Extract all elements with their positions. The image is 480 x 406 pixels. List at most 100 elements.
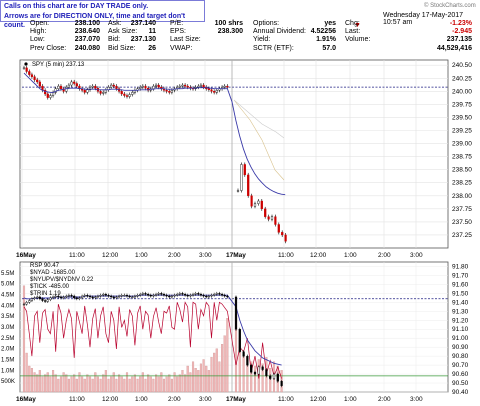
spy-day1-candle — [131, 92, 134, 95]
rsp-candle — [265, 369, 268, 377]
rsp-candle — [88, 295, 92, 298]
rsp-candle — [170, 295, 173, 298]
rsp-y-tick: 91.60 — [452, 281, 469, 288]
price-y-ticks: 237.25 237.50 237.75 238.00 238.25 238.50 238.… — [452, 62, 472, 239]
rsp-candle — [102, 294, 105, 296]
rsp-volume-tick: 500K — [1, 379, 15, 385]
price-y-tick: 239.75 — [452, 101, 472, 108]
rsp-candle — [149, 294, 152, 297]
price-y-tick: 240.50 — [452, 62, 472, 69]
spy-day1-candle — [36, 79, 39, 83]
spy-day2-candle — [250, 195, 253, 207]
rsp-candle — [154, 294, 158, 296]
rsp-volume-bar — [78, 372, 81, 393]
spy-day1-candle — [168, 91, 171, 93]
spy-day1-candle — [44, 90, 47, 95]
note-line-1: Calls on this chart are for DAY TRADE on… — [4, 3, 149, 10]
rsp-volume-tick: 5.0M — [1, 282, 14, 288]
spy-day2-candle — [270, 216, 274, 220]
rsp-y-ticks: 91.80 91.70 91.60 91.50 91.40 91.30 91.20 91.10… — [452, 263, 469, 396]
rsp-candle — [210, 294, 213, 297]
rsp-volume-bar — [226, 318, 229, 393]
rsp-candle — [73, 295, 76, 299]
rsp-volume-bar — [176, 376, 179, 393]
rsp-candle — [160, 293, 163, 295]
header-labels-3: P/E: EPS: Last Size: VWAP: — [170, 20, 201, 52]
price-y-tick: 240.00 — [452, 88, 472, 95]
rsp-candle — [57, 295, 60, 298]
rsp-candle — [28, 300, 31, 303]
rsp-volume-bar — [269, 368, 272, 393]
rsp-volume-tick: 1.5M — [1, 358, 14, 364]
rsp-volume-bar — [62, 372, 65, 393]
price-x-tick: 12:00 — [102, 252, 119, 259]
spy-day1-candle — [144, 85, 147, 89]
spy-day2-candle — [253, 203, 257, 207]
rsp-candle — [272, 373, 276, 379]
rsp-x-tick: 12:00 — [310, 396, 327, 403]
spy-day1-candle — [125, 95, 129, 97]
rsp-candle — [139, 294, 142, 296]
rsp-candle — [133, 295, 137, 298]
rsp-y-tick: 90.60 — [452, 371, 469, 378]
header-values-1: 238.100 238.640 237.070 240.080 — [74, 20, 100, 52]
spy-day1-candle — [83, 90, 86, 93]
spy-day1-candle — [75, 83, 78, 87]
spy-day1-candle — [186, 85, 189, 88]
rsp-volume-bar — [213, 352, 216, 393]
rsp-y-tick: 91.50 — [452, 290, 469, 297]
rsp-volume-bar — [102, 374, 105, 393]
spy-legend-marker — [24, 62, 28, 66]
rsp-volume-bar — [120, 376, 123, 393]
rsp-candle — [44, 300, 47, 302]
rsp-x-tick: 17May — [226, 396, 246, 403]
rsp-volume-bar — [86, 374, 89, 393]
rsp-candle — [189, 294, 192, 297]
rsp-candle — [86, 294, 89, 297]
rsp-volume-bar — [181, 370, 184, 393]
rsp-candle — [184, 294, 187, 296]
spy-day1-candle — [184, 84, 187, 87]
spy-day1-candle — [152, 85, 155, 89]
spy-day2-candle — [243, 164, 246, 176]
price-y-tick: 240.25 — [452, 75, 472, 82]
rsp-candle — [30, 298, 34, 301]
rsp-candle — [220, 294, 224, 296]
rsp-candle — [199, 294, 203, 296]
rsp-volume-bar — [184, 374, 187, 393]
spy-day1-candle — [57, 85, 60, 89]
spy-day2-candle — [267, 216, 270, 220]
rsp-candle — [191, 294, 195, 296]
spy-day1-candle — [157, 84, 160, 88]
rsp-volume-bar — [128, 378, 131, 393]
rsp-candle — [128, 295, 131, 298]
rsp-candle — [242, 351, 245, 357]
rsp-volume-bar — [186, 365, 189, 393]
rsp-volume-bar — [191, 361, 195, 393]
spy-day2-candle — [284, 234, 287, 242]
spy-day1-candle — [110, 84, 113, 88]
rsp-candle — [62, 296, 65, 299]
rsp-volume-tick: 4.0M — [1, 303, 14, 309]
rsp-y-tick: 91.70 — [452, 272, 469, 279]
rsp-volume-bar — [223, 335, 226, 393]
rsp-volume-bar — [123, 378, 126, 393]
price-y-tick: 238.00 — [452, 193, 472, 200]
rsp-candle — [70, 294, 73, 297]
price-x-tick: 1:00 — [344, 252, 357, 259]
spy-moving-average — [23, 72, 286, 196]
spy-day1-candle — [199, 84, 203, 87]
rsp-candle — [112, 296, 115, 299]
rsp-x-tick: 3:00 — [410, 396, 423, 403]
rsp-volume-bar — [205, 365, 208, 393]
rsp-candle — [141, 293, 144, 295]
spy-day1-candle — [123, 93, 126, 96]
down-triangle-icon: ▼ — [354, 22, 361, 29]
rsp-volume-bar — [261, 363, 264, 393]
header-labels-4: Options: Annual Dividend: Yield: SCTR (ETF… — [253, 20, 306, 52]
rsp-volume-bar — [67, 378, 70, 393]
rsp-volume-bar — [41, 376, 44, 393]
spy-day1-candle — [88, 86, 92, 90]
rsp-volume-bar — [65, 374, 68, 393]
